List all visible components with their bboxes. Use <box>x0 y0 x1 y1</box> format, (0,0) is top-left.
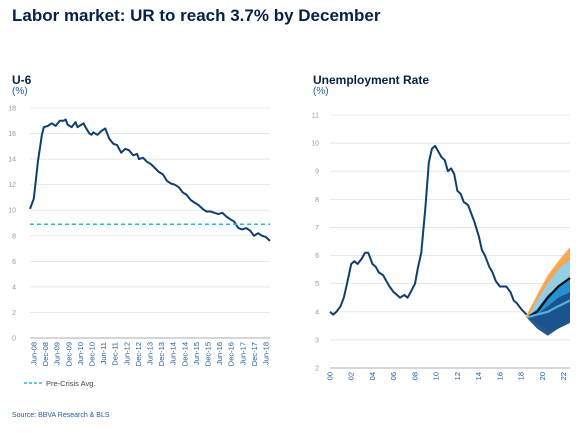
u6-xtick-label: Jun-16 <box>215 342 224 365</box>
ur-xtick-label: 00 <box>326 372 335 380</box>
u6-ytick-label: 14 <box>8 157 16 164</box>
u6-xtick-label: Dec-13 <box>157 342 166 366</box>
ur-forecast-line <box>526 299 571 319</box>
ur-xtick-label: 16 <box>495 372 504 380</box>
page-title: Labor market: UR to reach 3.7% by Decemb… <box>12 6 381 25</box>
u6-xtick-label: Jun-09 <box>53 342 62 365</box>
legend-label-pre-crisis: Pre-Crisis Avg. <box>46 379 95 388</box>
ur-ytick-label: 6 <box>315 253 319 260</box>
u6-xtick-label: Dec-10 <box>88 342 97 366</box>
u6-ytick-label: 10 <box>8 208 16 215</box>
u6-ytick-label: 4 <box>12 284 16 291</box>
u6-xtick-label: Jun-14 <box>169 342 178 365</box>
u6-xtick-label: Dec-11 <box>111 342 120 366</box>
ur-ytick-label: 3 <box>315 337 319 344</box>
ur-xtick-label: 02 <box>347 372 356 380</box>
ur-ytick-label: 8 <box>315 197 319 204</box>
ur-xtick-label: 14 <box>474 372 483 380</box>
u6-xtick-label: Dec-14 <box>180 342 189 366</box>
u6-xtick-label: Dec-09 <box>64 342 73 366</box>
ur-forecast-line <box>525 277 571 319</box>
u6-xtick-label: Jun-12 <box>122 342 131 365</box>
ur-ytick-label: 10 <box>311 141 319 148</box>
u6-ytick-label: 16 <box>8 131 16 138</box>
ur-xtick-label: 18 <box>517 372 526 380</box>
u6-chart-unit: (%) <box>12 86 28 97</box>
u6-xtick-label: Dec-17 <box>250 342 259 366</box>
ur-series-line <box>329 144 528 316</box>
u6-xtick-label: Dec-15 <box>204 342 213 366</box>
u6-ytick-label: 6 <box>12 259 16 266</box>
u6-xtick-label: Dec-08 <box>41 342 50 366</box>
u6-xtick-label: Jun-10 <box>76 342 85 365</box>
ur-xtick-label: 20 <box>538 372 547 380</box>
u6-xtick-label: Jun-11 <box>99 342 108 364</box>
ur-xtick-label: 08 <box>410 372 419 380</box>
ur-ytick-label: 11 <box>312 113 319 120</box>
ur-ytick-label: 5 <box>315 281 319 288</box>
ur-forecast-line <box>525 257 571 318</box>
u6-ytick-label: 8 <box>12 233 16 240</box>
ur-chart-unit: (%) <box>313 86 329 97</box>
ur-xtick-label: 04 <box>368 372 377 380</box>
ur-ytick-label: 9 <box>315 169 319 176</box>
ur-chart-title: Unemployment Rate <box>313 73 430 87</box>
u6-xtick-label: Jun-18 <box>262 342 271 365</box>
u6-ytick-label: 2 <box>12 310 16 317</box>
u6-xtick-label: Jun-08 <box>30 342 39 365</box>
u6-series-line <box>29 118 271 242</box>
ur-xtick-label: 06 <box>389 372 398 380</box>
u6-xtick-label: Dec-16 <box>227 342 236 366</box>
source-note: Source: BBVA Research & BLS <box>12 412 110 419</box>
u6-xtick-label: Jun-13 <box>146 342 155 365</box>
ur-ytick-label: 2 <box>315 366 319 373</box>
ur-ytick-label: 7 <box>315 225 319 232</box>
u6-xtick-label: Jun-15 <box>192 342 201 365</box>
ur-xtick-label: 12 <box>453 372 462 380</box>
ur-ytick-label: 4 <box>315 309 319 316</box>
u6-chart-title: U-6 <box>12 73 32 87</box>
ur-xtick-label: 22 <box>559 372 568 380</box>
u6-ytick-label: 12 <box>8 182 16 189</box>
u6-ytick-label: 0 <box>12 336 16 343</box>
ur-xtick-label: 10 <box>432 372 441 380</box>
ur-forecast-band <box>526 292 570 336</box>
u6-xtick-label: Jun-17 <box>238 342 247 365</box>
u6-ytick-label: 18 <box>8 106 16 113</box>
u6-xtick-label: Dec-12 <box>134 342 143 366</box>
